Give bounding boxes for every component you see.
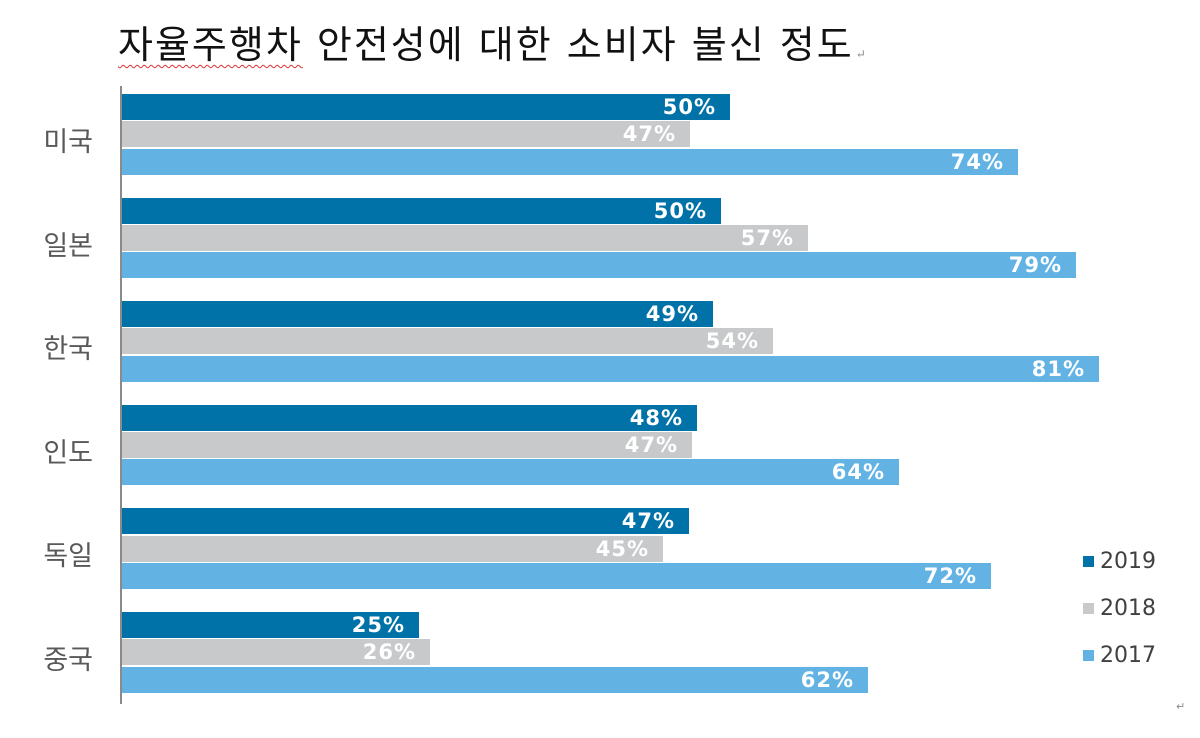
bar-2019: 50% (122, 197, 721, 224)
legend-swatch-icon (1083, 650, 1094, 661)
legend-label: 2019 (1100, 549, 1156, 574)
bar-2017: 79% (122, 252, 1076, 279)
bar-value-label: 50% (662, 95, 716, 119)
bar-2018: 57% (122, 224, 808, 251)
bar-2018: 47% (122, 432, 692, 459)
legend-label: 2018 (1100, 596, 1156, 621)
legend-label: 2017 (1100, 643, 1156, 668)
bar-value-label: 47% (622, 122, 676, 147)
bar-value-label: 54% (705, 329, 759, 354)
bar-group: 중국 25% 26% 62% (0, 612, 1200, 695)
paragraph-mark-icon: ↵ (1176, 700, 1186, 713)
category-label: 독일 (43, 541, 93, 573)
bar-2017: 64% (122, 459, 899, 486)
bar-value-label: 50% (653, 198, 707, 223)
category-label: 인도 (43, 437, 93, 469)
bar-group: 독일 47% 45% 72% (0, 508, 1200, 591)
category-label: 중국 (43, 645, 93, 676)
bar-2017: 74% (122, 148, 1018, 175)
bar-2019: 25% (122, 612, 419, 638)
chart-title: 자율주행차 안전성에 대한 소비자 불신 정도 ↵ (118, 14, 868, 69)
bar-2019: 49% (122, 301, 713, 328)
bar-value-label: 62% (800, 667, 854, 692)
bar-value-label: 57% (740, 225, 794, 250)
bar-2018: 54% (122, 328, 773, 355)
bar-value-label: 45% (595, 536, 649, 561)
bar-2017: 62% (122, 666, 868, 693)
bar-2017: 72% (122, 562, 991, 589)
bar-value-label: 64% (831, 460, 885, 485)
bar-value-label: 25% (351, 613, 405, 637)
category-label: 일본 (43, 230, 93, 262)
bar-group: 인도 48% 47% 64% (0, 404, 1200, 488)
bar-value-label: 81% (1031, 356, 1085, 381)
legend-swatch-icon (1083, 603, 1094, 614)
bar-value-label: 79% (1008, 253, 1062, 278)
bar-value-label: 26% (362, 640, 416, 665)
bar-2019: 48% (122, 404, 697, 431)
bar-value-label: 72% (923, 563, 977, 588)
category-label: 한국 (43, 334, 93, 366)
chart-title-rest: 안전성에 대한 소비자 불신 정도 (302, 23, 854, 67)
legend-item-2017: 2017 (1083, 643, 1156, 668)
bar-2019: 47% (122, 508, 689, 535)
bar-value-label: 48% (629, 405, 683, 430)
bar-group: 미국 50% 47% 74% (0, 94, 1200, 177)
bar-2019: 50% (122, 94, 730, 120)
bar-group: 일본 50% 57% 79% (0, 197, 1200, 281)
category-label: 미국 (43, 127, 93, 158)
bar-2018: 26% (122, 639, 430, 666)
bar-value-label: 74% (950, 149, 1004, 174)
bar-2018: 45% (122, 535, 663, 562)
bar-2018: 47% (122, 121, 690, 148)
bar-value-label: 47% (621, 509, 675, 534)
bar-2017: 81% (122, 355, 1099, 382)
legend-item-2019: 2019 (1083, 549, 1156, 574)
paragraph-mark-icon: ↵ (855, 47, 868, 61)
category-axis-line (120, 86, 122, 704)
legend-swatch-icon (1083, 556, 1094, 567)
bar-group: 한국 49% 54% 81% (0, 301, 1200, 384)
legend-item-2018: 2018 (1083, 596, 1156, 621)
chart-title-spellcheck-word: 자율주행차 (118, 23, 303, 67)
bar-value-label: 47% (624, 433, 678, 458)
bar-value-label: 49% (645, 302, 699, 327)
